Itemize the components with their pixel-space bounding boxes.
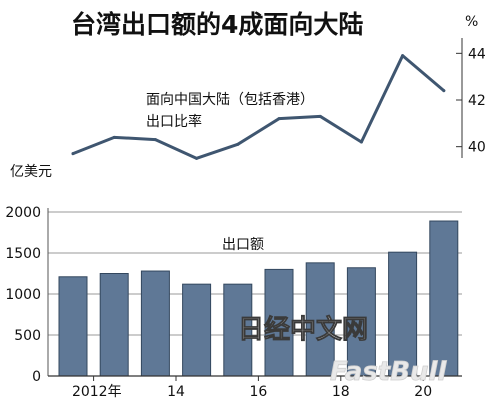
line-y-tick-label: 44 bbox=[468, 46, 486, 62]
watermark-fastbull: FastBull bbox=[330, 357, 447, 387]
bar-y-tick-label: 0 bbox=[32, 369, 41, 385]
line-point bbox=[318, 114, 322, 118]
bar bbox=[140, 270, 170, 377]
bar-y-tick-label: 1500 bbox=[5, 246, 41, 262]
line-point bbox=[401, 54, 405, 58]
bar bbox=[388, 251, 418, 377]
line-y-tick-label: 40 bbox=[468, 140, 486, 156]
watermark: 日经中文网 bbox=[238, 314, 368, 345]
line-point bbox=[277, 117, 281, 121]
line-series-label: 面向中国大陆（包括香港） bbox=[146, 92, 314, 108]
bar-y-unit: 亿美元 bbox=[10, 164, 52, 180]
line-y-unit: % bbox=[465, 14, 478, 30]
bar-y-tick-label: 500 bbox=[14, 328, 41, 344]
bar-chart: 亿美元 出口额 0 500 1000 1500 2000 2012年 14 16 18 20 bbox=[5, 164, 462, 400]
bar-y-tick-label: 1000 bbox=[5, 287, 41, 303]
line-chart: % 面向中国大陆（包括香港） 出口比率 40 42 44 bbox=[71, 14, 486, 160]
bar bbox=[305, 262, 335, 377]
x-tick-label: 16 bbox=[249, 384, 267, 400]
x-tick-label: 2012年 bbox=[72, 384, 122, 400]
line-point bbox=[236, 142, 240, 146]
bar bbox=[429, 220, 459, 377]
bar-y-tick-label: 2000 bbox=[5, 205, 41, 221]
x-tick-label: 14 bbox=[167, 384, 185, 400]
bar bbox=[99, 273, 129, 377]
line-point bbox=[112, 135, 116, 139]
line-point bbox=[195, 156, 199, 160]
bar bbox=[182, 283, 212, 377]
line-point bbox=[359, 140, 363, 144]
bar bbox=[223, 283, 253, 377]
line-point bbox=[71, 152, 75, 156]
x-tick-label: 18 bbox=[332, 384, 350, 400]
bar bbox=[346, 267, 376, 377]
series-line bbox=[71, 54, 446, 160]
bar bbox=[58, 276, 88, 377]
line-point bbox=[153, 138, 157, 142]
line-point bbox=[442, 89, 446, 93]
line-series-label-2: 出口比率 bbox=[146, 113, 202, 130]
line-y-tick-label: 42 bbox=[468, 93, 486, 109]
bar bbox=[264, 268, 294, 377]
bar-series-label: 出口额 bbox=[222, 237, 264, 253]
x-tick-label: 20 bbox=[414, 384, 432, 400]
chart-title: 台湾出口额的4成面向大陆 bbox=[71, 10, 363, 39]
